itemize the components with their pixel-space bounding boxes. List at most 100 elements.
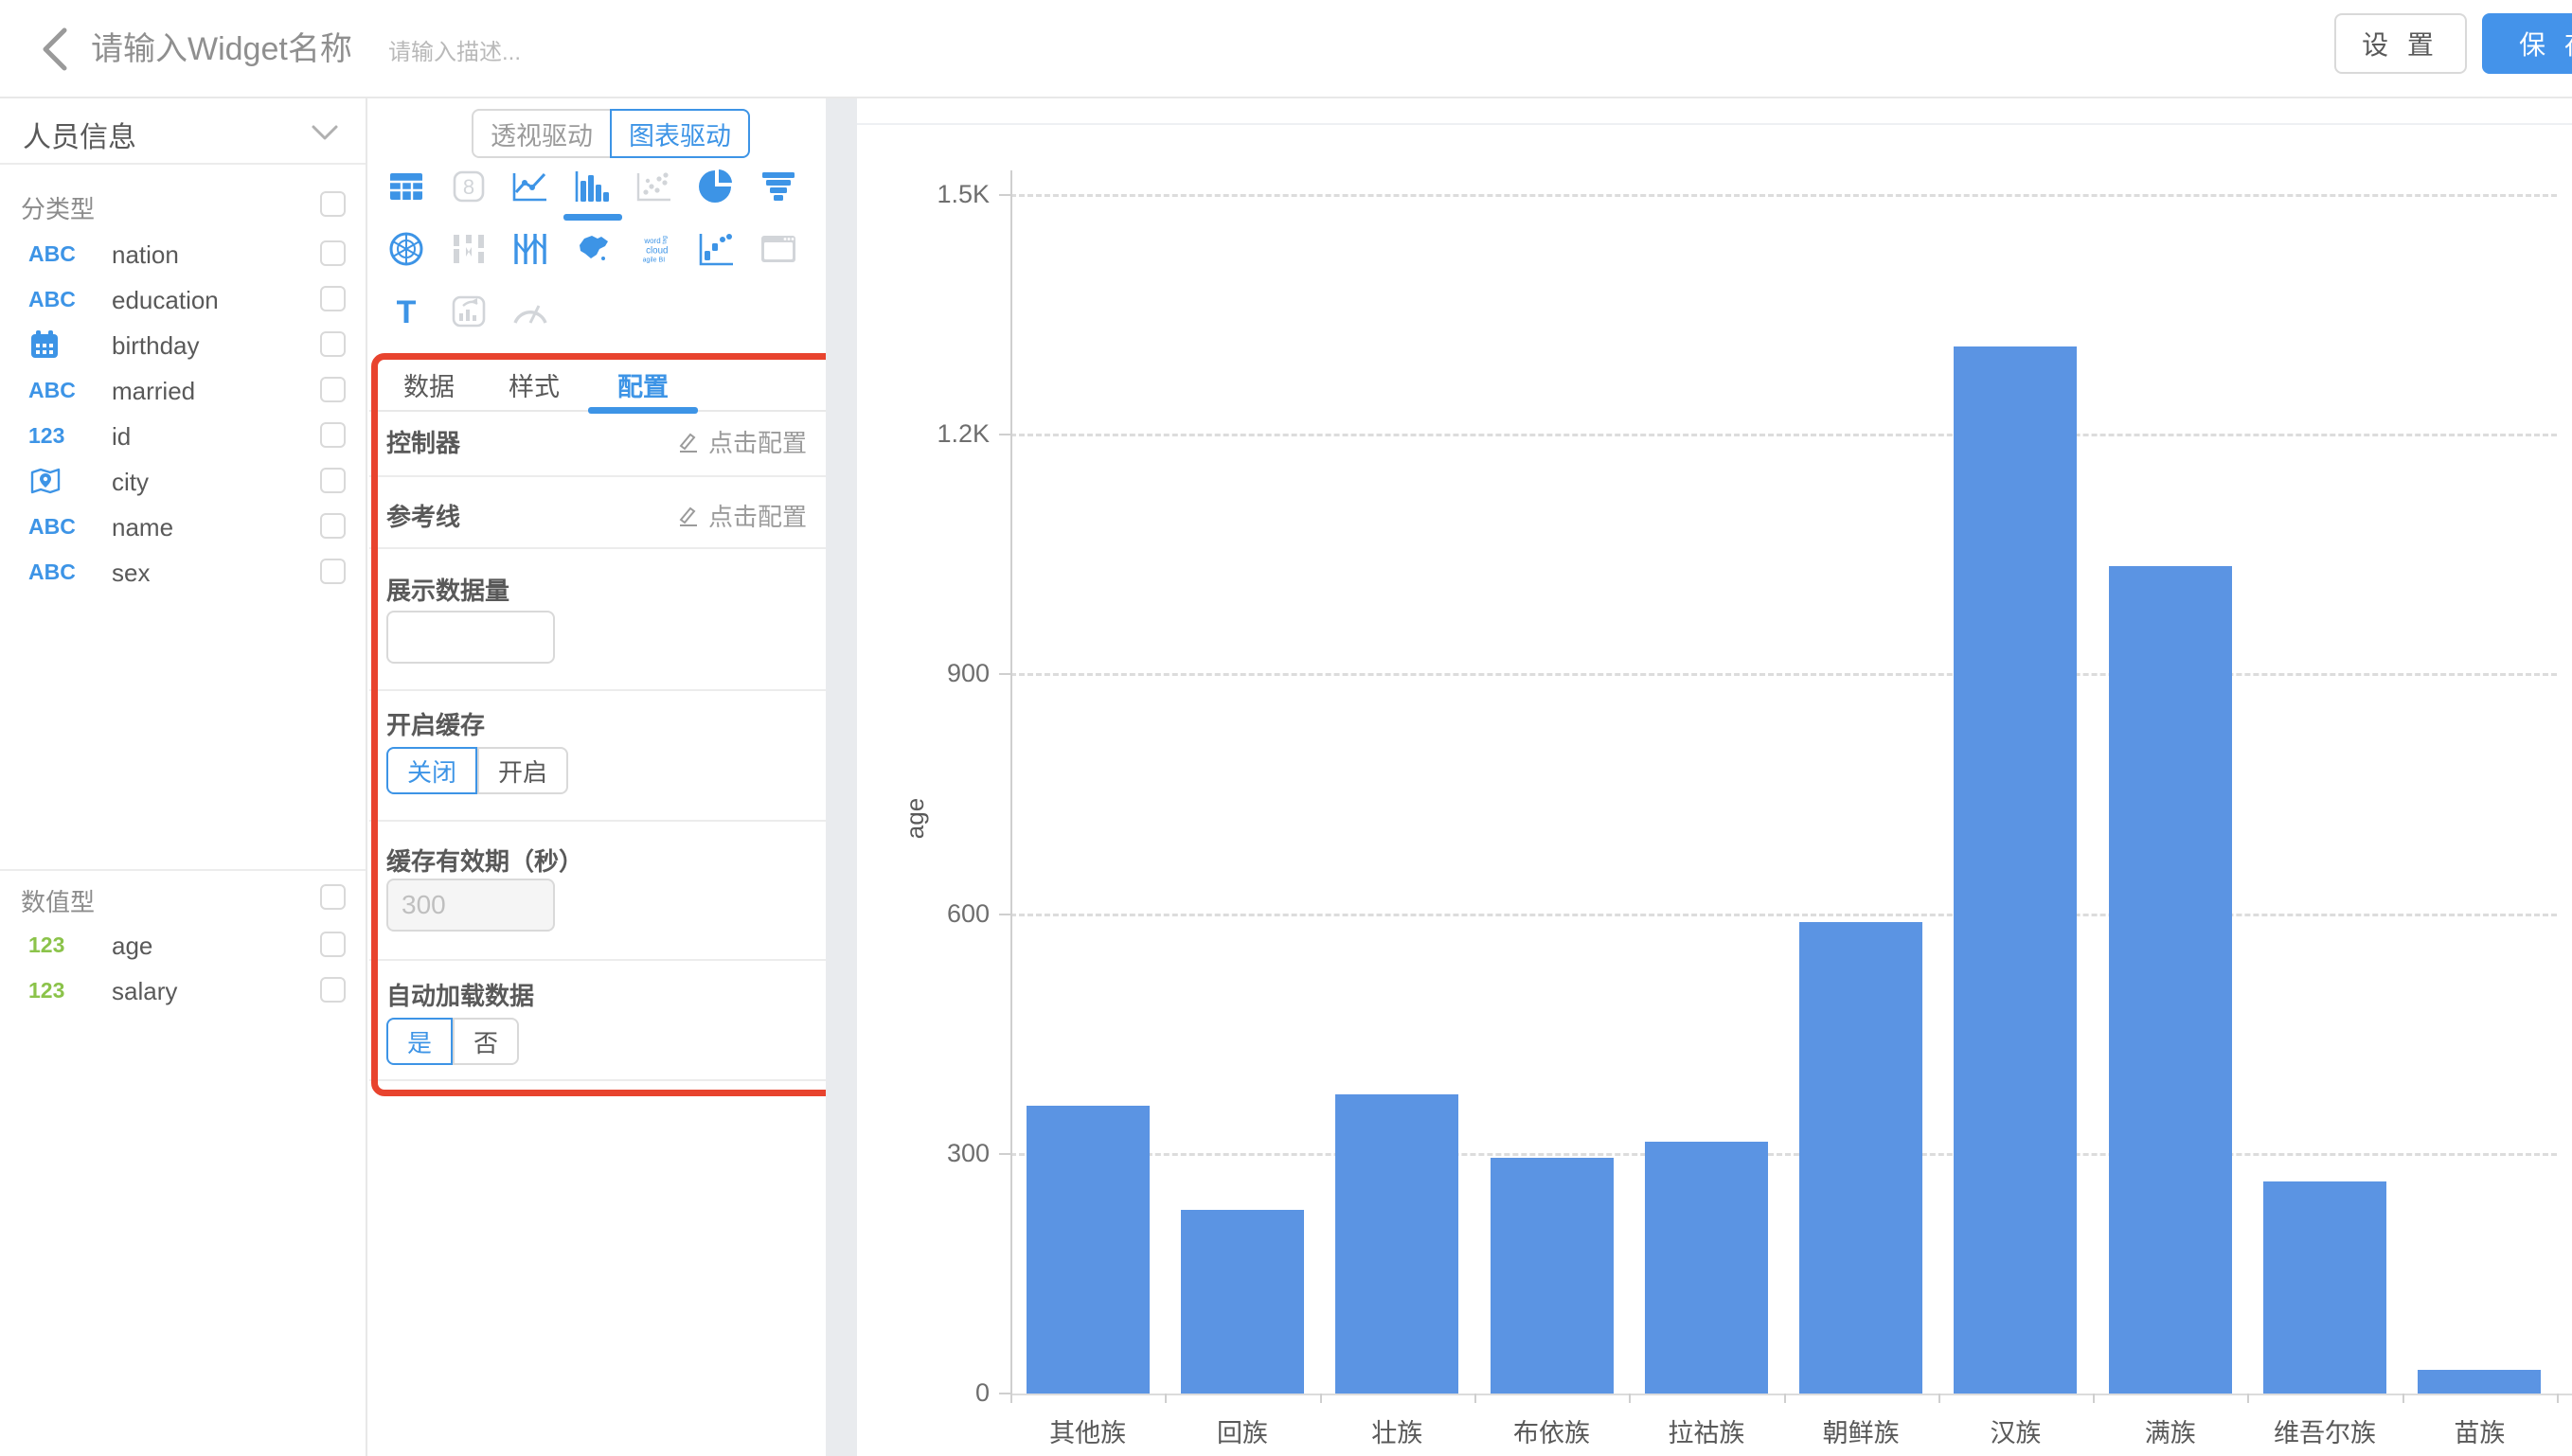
scatter-chart-icon[interactable] xyxy=(633,165,676,208)
tab-data[interactable]: 数据 xyxy=(403,373,455,401)
x-tick-label: 朝鲜族 xyxy=(1822,1419,1900,1447)
field-name: sex xyxy=(112,559,151,587)
pencil-icon xyxy=(679,506,697,526)
x-tick xyxy=(2093,1394,2096,1403)
field-row-sex[interactable]: ABC sex xyxy=(0,549,366,595)
field-checkbox[interactable] xyxy=(320,377,346,402)
field-checkbox[interactable] xyxy=(320,422,346,448)
field-row-name[interactable]: ABC name xyxy=(0,504,366,549)
refline-configure-link[interactable]: 点击配置 xyxy=(676,498,807,533)
line-chart-icon[interactable] xyxy=(509,165,552,208)
text-type-icon: ABC xyxy=(28,559,76,584)
table-chart-icon[interactable] xyxy=(384,165,428,208)
wordcloud-chart-icon[interactable]: word tag cloud agile BI xyxy=(633,227,676,271)
field-row-city[interactable]: city xyxy=(0,458,366,504)
controller-configure-link[interactable]: 点击配置 xyxy=(676,424,807,459)
svg-text:T: T xyxy=(397,294,417,330)
bar-拉祜族 xyxy=(1644,1142,1768,1394)
dataset-selector[interactable]: 人员信息 xyxy=(0,98,366,165)
text-type-icon: ABC xyxy=(28,513,76,539)
gridline xyxy=(1010,1152,2557,1156)
field-name: salary xyxy=(112,977,178,1005)
y-tick xyxy=(999,673,1010,676)
cache-expire-input[interactable] xyxy=(386,879,555,932)
cache-toggle: 关闭 开启 xyxy=(386,747,569,794)
x-tick xyxy=(1938,1394,1940,1403)
iframe-chart-icon[interactable] xyxy=(757,227,800,271)
save-button[interactable]: 保 存 xyxy=(2482,13,2572,74)
bar-维吾尔族 xyxy=(2263,1181,2387,1394)
waterfall-chart-icon[interactable] xyxy=(695,227,739,271)
widget-description-input[interactable] xyxy=(388,34,691,72)
field-sidebar: 人员信息 分类型 ABC nation ABC education birthday AB… xyxy=(0,98,367,1456)
group-checkbox[interactable] xyxy=(320,884,346,910)
x-tick-label: 维吾尔族 xyxy=(2274,1419,2377,1447)
autoload-toggle: 是 否 xyxy=(386,1018,520,1065)
radar-chart-icon[interactable] xyxy=(384,227,428,271)
field-row-salary[interactable]: 123 salary xyxy=(0,968,366,1013)
tab-style[interactable]: 样式 xyxy=(509,373,560,401)
parallel-chart-icon[interactable] xyxy=(509,227,552,271)
field-checkbox[interactable] xyxy=(320,286,346,311)
bar-汉族 xyxy=(1954,346,2078,1394)
svg-text:word: word xyxy=(643,237,660,245)
categorical-field-list: ABC nation ABC education birthday ABC married 1… xyxy=(0,231,366,595)
cache-on-option[interactable]: 开启 xyxy=(477,747,569,794)
y-tick xyxy=(999,913,1010,915)
funnel-chart-icon[interactable] xyxy=(757,165,800,208)
autoload-yes-option[interactable]: 是 xyxy=(386,1018,454,1065)
x-tick-label: 汉族 xyxy=(1990,1419,2042,1447)
field-checkbox[interactable] xyxy=(320,932,346,957)
group-label: 数值型 xyxy=(21,888,96,916)
field-row-id[interactable]: 123 id xyxy=(0,413,366,458)
field-checkbox[interactable] xyxy=(320,513,346,539)
svg-text:8: 8 xyxy=(462,175,473,199)
mode-toggle: 透视驱动 图表驱动 xyxy=(472,109,750,158)
bar-布依族 xyxy=(1490,1158,1614,1394)
bar-chart-icon[interactable] xyxy=(571,165,615,208)
mode-pivot[interactable]: 透视驱动 xyxy=(472,109,610,158)
cache-off-option[interactable]: 关闭 xyxy=(386,747,478,794)
svg-text:agile BI: agile BI xyxy=(643,257,666,263)
bar-回族 xyxy=(1180,1209,1304,1394)
divider xyxy=(369,475,826,477)
field-row-married[interactable]: ABC married xyxy=(0,367,366,413)
richtext-chart-icon[interactable] xyxy=(447,290,491,333)
group-numeric: 数值型 xyxy=(0,875,366,920)
group-checkbox[interactable] xyxy=(320,191,346,217)
config-tabs: 数据 样式 配置 xyxy=(369,366,826,414)
field-checkbox[interactable] xyxy=(320,559,346,584)
selected-chart-underline xyxy=(563,214,622,221)
number-type-icon: 123 xyxy=(28,422,65,448)
x-tick xyxy=(1629,1394,1632,1403)
bar-朝鲜族 xyxy=(1799,922,1923,1394)
sankey-chart-icon[interactable] xyxy=(447,227,491,271)
display-limit-input[interactable] xyxy=(386,611,555,664)
field-row-education[interactable]: ABC education xyxy=(0,276,366,322)
gridline xyxy=(1010,673,2557,677)
divider xyxy=(369,820,826,822)
field-row-age[interactable]: 123 age xyxy=(0,922,366,968)
bar-壮族 xyxy=(1335,1093,1459,1394)
tab-config[interactable]: 配置 xyxy=(617,373,669,401)
field-checkbox[interactable] xyxy=(320,977,346,1003)
map-chart-icon[interactable] xyxy=(571,227,615,271)
divider xyxy=(0,869,366,871)
field-checkbox[interactable] xyxy=(320,331,346,357)
field-checkbox[interactable] xyxy=(320,468,346,493)
x-tick xyxy=(1474,1394,1476,1403)
field-row-birthday[interactable]: birthday xyxy=(0,322,366,367)
pie-chart-icon[interactable] xyxy=(695,165,739,208)
autoload-no-option[interactable]: 否 xyxy=(453,1018,520,1065)
text-chart-icon[interactable]: T xyxy=(384,290,428,333)
field-row-nation[interactable]: ABC nation xyxy=(0,231,366,276)
scorecard-chart-icon[interactable]: 8 xyxy=(447,165,491,208)
field-checkbox[interactable] xyxy=(320,240,346,266)
text-type-icon: ABC xyxy=(28,286,76,311)
x-tick-label: 布依族 xyxy=(1513,1419,1591,1447)
chart-preview: 0 300 600 900 1.2K 1.5K 其他族 回族 壮族 布依族 拉祜族 朝鲜族 汉族 满族 维吾… xyxy=(857,98,2572,1456)
settings-button[interactable]: 设 置 xyxy=(2334,13,2467,74)
back-icon[interactable] xyxy=(28,21,85,78)
mode-chart[interactable]: 图表驱动 xyxy=(610,109,750,158)
gauge-chart-icon[interactable] xyxy=(509,290,552,333)
